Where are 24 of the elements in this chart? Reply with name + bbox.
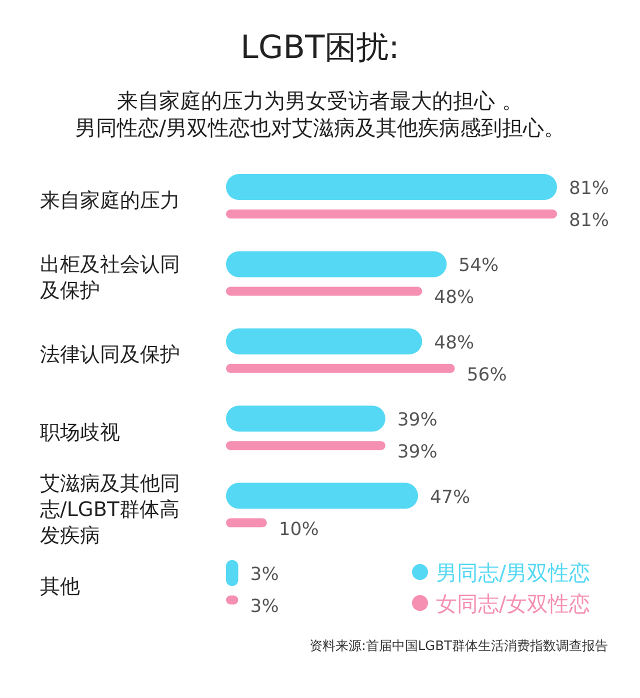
data-label: 48% [434,332,474,354]
category-label: 其他 [40,573,81,600]
title: LGBT困扰: [240,28,400,66]
category-label: 来自家庭的压力 [40,187,181,214]
annotation: 男同性恋/男双性恋也对艾滋病及其他疾病感到担心。 [74,116,566,140]
data-label: 3% [250,564,279,585]
subtitle: 来自家庭的压力为男女受访者最大的担心 。 [117,89,523,113]
legend-label: 女同志/女双性恋 [436,592,590,616]
data-label: 10% [278,518,319,540]
category-label: 法律认同及保护 [40,341,181,368]
data-label: 48% [434,287,474,308]
data-label: 81% [569,178,610,199]
data-label: 54% [458,255,499,276]
data-label: 81% [569,210,610,231]
data-label: 3% [250,596,279,617]
category-label: 出柜及社会认同及保护 [40,251,181,304]
category-label: 职场歧视 [40,418,121,446]
annotation: 资料来源:首届中国LGBT群体生活消费指数调查报告 [309,639,608,654]
data-label: 39% [397,442,438,463]
data-label: 39% [397,410,438,431]
data-label: 56% [466,364,507,386]
legend-label: 男同志/男双性恋 [436,561,590,585]
data-label: 47% [430,486,470,508]
category-label: 艾滋病及其他同志/LGBT群体高发疾病 [40,470,181,549]
